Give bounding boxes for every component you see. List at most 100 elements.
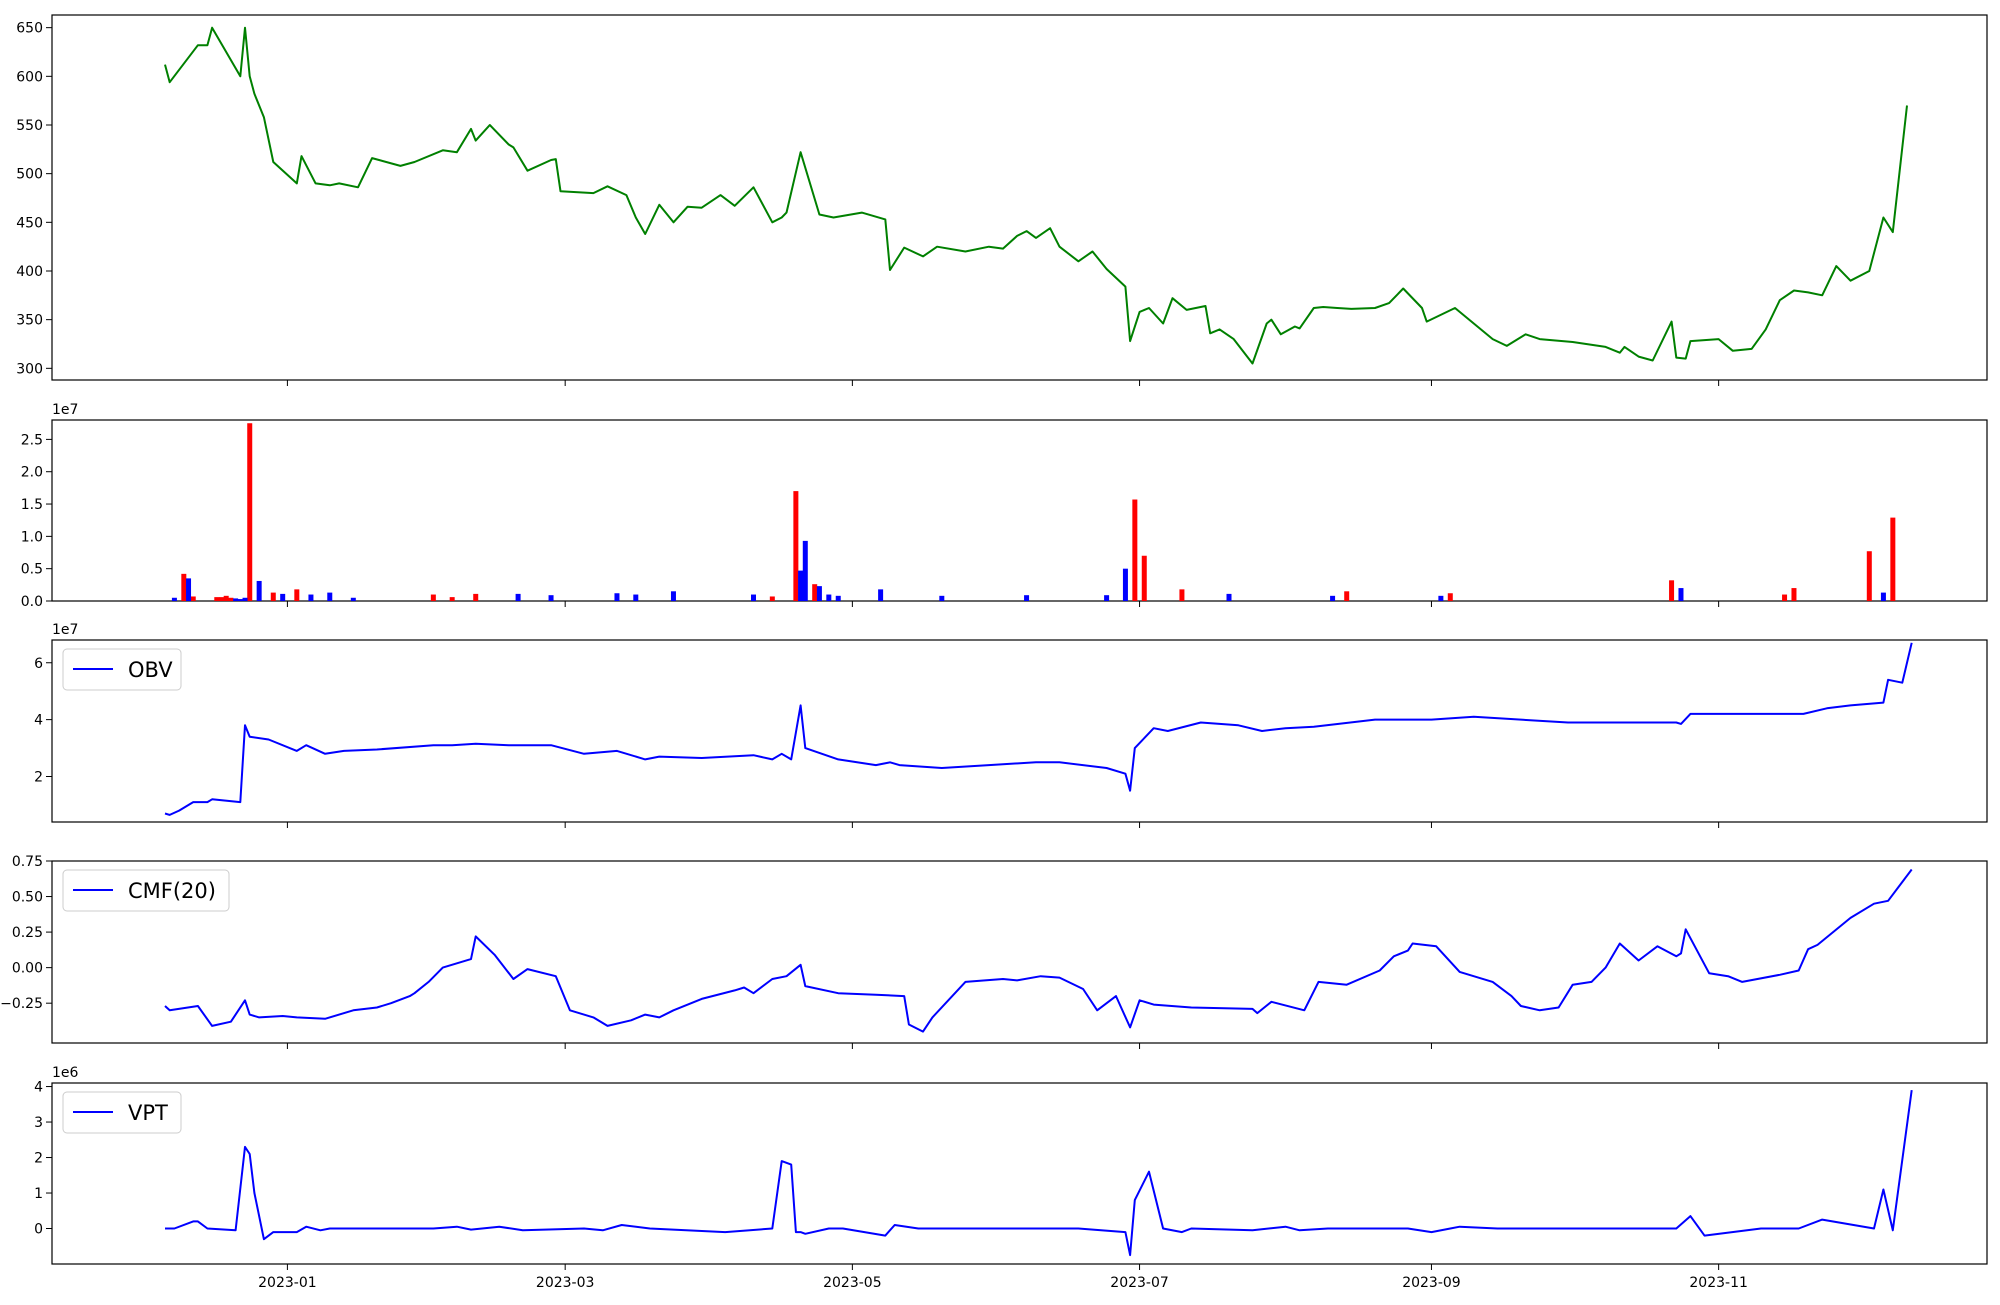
price-line — [164, 26, 1908, 365]
volume-bar-down — [1141, 555, 1147, 601]
volume-bar-up — [802, 540, 808, 601]
volume-bar-down — [1782, 594, 1788, 601]
legend-box — [62, 1091, 182, 1134]
y-tick-label: 2 — [34, 770, 43, 786]
volume-bar-up — [171, 597, 177, 601]
x-tick-label: 2023-01 — [258, 1275, 317, 1291]
volume-bar-down — [1791, 588, 1797, 601]
panel-1: 300 350 400 450 500 550 600 650 — [16, 14, 1988, 386]
volume-bar-down — [223, 595, 229, 601]
y-tick-label: 0.50 — [12, 890, 43, 906]
cmf-20--line — [164, 868, 1913, 1033]
y-tick-label: 4 — [34, 1080, 43, 1096]
y-offset-label: 1e6 — [52, 1065, 79, 1081]
y-tick-label: 550 — [16, 118, 43, 134]
y-tick-label: 1.5 — [21, 497, 43, 513]
y-tick-label: 2.0 — [21, 465, 43, 481]
volume-bar-down — [181, 573, 187, 601]
plot-area — [164, 868, 1913, 1033]
volume-bar-down — [1890, 517, 1896, 601]
y-tick-label: 2 — [34, 1151, 43, 1167]
x-tick-label: 2023-11 — [1689, 1275, 1748, 1291]
volume-bar-up — [670, 591, 676, 601]
y-tick-label: 6 — [34, 656, 43, 672]
y-tick-label: 300 — [16, 361, 43, 377]
panel-2: 0.0 0.5 1.0 1.5 2.0 2.5 1e7 — [21, 402, 1988, 610]
x-tick-label: 2023-09 — [1402, 1275, 1461, 1291]
y-offset-label: 1e7 — [52, 402, 78, 418]
volume-bar-down — [228, 597, 234, 601]
x-tick-label: 2023-05 — [823, 1275, 882, 1291]
vpt-line — [165, 1089, 1913, 1257]
volume-bar-down — [1669, 580, 1675, 601]
volume-bar-down — [214, 597, 220, 601]
volume-bar-down — [1866, 551, 1872, 601]
volume-bar-up — [327, 592, 333, 601]
volume-bar-up — [308, 594, 314, 601]
volume-bar-up — [1122, 568, 1128, 601]
y-tick-label: 0.25 — [12, 925, 43, 941]
y-tick-label: 0 — [34, 1222, 43, 1238]
panel-3: 2 4 6 1e7 OBV — [34, 622, 1988, 828]
volume-bar-up — [1024, 595, 1030, 601]
legend-label: OBV — [128, 658, 173, 682]
legend: CMF(20) — [62, 869, 230, 912]
y-tick-label: 1.0 — [21, 529, 43, 545]
y-tick-label: 0.75 — [12, 854, 43, 870]
x-tick-label: 2023-07 — [1110, 1275, 1169, 1291]
panel-frame — [51, 419, 1988, 602]
volume-bar-down — [218, 597, 224, 601]
obv-line — [164, 642, 1913, 816]
volume-bar-up — [1880, 592, 1886, 601]
legend-label: VPT — [128, 1101, 168, 1125]
volume-bar-up — [280, 593, 286, 601]
volume-bar-up — [633, 594, 639, 601]
legend: OBV — [62, 648, 182, 691]
volume-bar-up — [515, 593, 521, 601]
volume-bar-down — [812, 584, 818, 601]
y-tick-label: 450 — [16, 215, 43, 231]
legend-label: CMF(20) — [128, 879, 216, 903]
y-tick-label: 4 — [34, 713, 43, 729]
volume-bar-down — [270, 592, 276, 601]
volume-bar-down — [430, 594, 436, 601]
y-tick-label: 3 — [34, 1115, 43, 1131]
volume-bar-up — [1226, 593, 1232, 601]
y-tick-label: 350 — [16, 313, 43, 329]
y-tick-label: 600 — [16, 69, 43, 85]
panel-frame — [51, 1082, 1988, 1265]
y-tick-label: 400 — [16, 264, 43, 280]
y-tick-label: 2.5 — [21, 432, 43, 448]
volume-bar-up — [750, 594, 756, 601]
y-tick-label: 1 — [34, 1186, 43, 1202]
plot-area — [164, 642, 1913, 816]
volume-bar-up — [835, 595, 841, 601]
y-tick-label: −0.25 — [0, 996, 43, 1012]
volume-bar-up — [242, 597, 248, 601]
volume-bar-up — [186, 578, 192, 601]
y-tick-label: 0.0 — [21, 594, 43, 610]
y-tick-label: 0.00 — [12, 961, 43, 977]
volume-bar-up — [816, 586, 822, 601]
volume-bar-down — [1132, 499, 1138, 601]
volume-bar-down — [449, 597, 455, 601]
volume-bar-down — [793, 491, 799, 601]
y-tick-label: 650 — [16, 21, 43, 37]
volume-bar-down — [190, 596, 196, 601]
legend-box — [62, 869, 230, 912]
volume-bar-up — [350, 597, 356, 601]
y-tick-label: 0.5 — [21, 562, 43, 578]
legend-box — [62, 648, 182, 691]
y-tick-label: 500 — [16, 167, 43, 183]
panel-frame — [51, 860, 1988, 1044]
plot-area — [171, 423, 1896, 601]
volume-bar-down — [1344, 591, 1350, 601]
volume-bar-up — [256, 580, 262, 601]
volume-bar-up — [939, 595, 945, 601]
legend: VPT — [62, 1091, 182, 1134]
volume-bar-up — [233, 598, 239, 601]
volume-bar-up — [1438, 595, 1444, 601]
panel-4: −0.25 0.00 0.25 0.50 0.75 CMF(20) — [0, 854, 1988, 1049]
